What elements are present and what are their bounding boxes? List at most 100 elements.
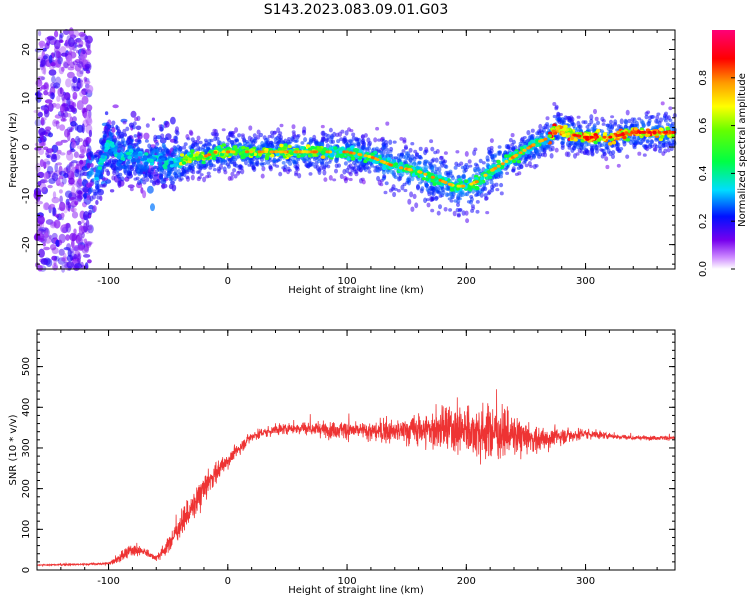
spectrogram-cell bbox=[449, 174, 454, 178]
spectrogram-cell bbox=[198, 164, 203, 169]
spectrogram-cell bbox=[50, 62, 56, 67]
spectrogram-hotspot bbox=[278, 150, 283, 154]
spectrogram-cell bbox=[109, 189, 115, 193]
spectrogram-cell bbox=[562, 127, 567, 132]
spectrogram-cell bbox=[41, 64, 46, 75]
spectrogram-hotspot bbox=[418, 170, 423, 174]
spectrogram-cell bbox=[77, 61, 84, 68]
spectrogram-cell bbox=[505, 151, 510, 155]
spectrogram-cell bbox=[531, 154, 536, 160]
spectrogram-cell bbox=[549, 153, 554, 159]
spectrogram-cell bbox=[351, 132, 356, 137]
spectrogram-cell bbox=[83, 238, 88, 244]
spectrogram-cell bbox=[59, 32, 64, 39]
spectrogram-cell bbox=[158, 161, 163, 168]
spectrogram-cell bbox=[45, 152, 52, 156]
spectrogram-cell bbox=[273, 137, 278, 142]
spectrogram-marks bbox=[33, 27, 677, 273]
spectrogram-cell bbox=[38, 30, 42, 37]
spectrogram-cell bbox=[385, 147, 390, 152]
spectrogram-cell bbox=[88, 209, 93, 215]
spectrogram-cell bbox=[37, 111, 43, 118]
spectrogram-hotspot bbox=[225, 150, 230, 154]
spectrogram-cell bbox=[508, 146, 513, 150]
spectrogram-cell bbox=[409, 162, 414, 166]
spectrogram-cell bbox=[88, 129, 92, 138]
spectrogram-cell bbox=[320, 124, 325, 129]
spectrogram-cell bbox=[122, 163, 127, 169]
spectrogram-hotspot bbox=[652, 130, 657, 134]
spectrogram-cell bbox=[275, 164, 280, 168]
spectrogram-cell bbox=[383, 190, 388, 195]
spectrogram-cell bbox=[247, 163, 252, 167]
x-tick-label: 200 bbox=[457, 576, 476, 587]
spectrogram-cell bbox=[145, 177, 150, 182]
spectrogram-cell bbox=[516, 159, 522, 164]
spectrogram-cell bbox=[460, 193, 465, 197]
spectrogram-cell bbox=[545, 145, 550, 150]
spectrogram-cell bbox=[452, 210, 457, 217]
spectrogram-cell bbox=[73, 86, 80, 92]
spectrogram-cell bbox=[101, 155, 106, 159]
spectrogram-cell bbox=[321, 130, 326, 137]
spectrogram-cell bbox=[135, 176, 140, 181]
spectrogram-cell bbox=[424, 182, 429, 188]
spectrogram-cell bbox=[139, 148, 144, 152]
spectrogram-cell bbox=[561, 133, 566, 138]
spectrogram-cell bbox=[78, 153, 85, 159]
spectrogram-cell bbox=[632, 146, 637, 150]
spectrogram-hotspot bbox=[447, 182, 452, 186]
spectrogram-cell bbox=[198, 154, 203, 159]
spectrogram-cell bbox=[545, 124, 550, 130]
spectrogram-cell bbox=[256, 134, 261, 140]
spectrogram-cell bbox=[317, 159, 322, 164]
spectrogram-cell bbox=[554, 147, 559, 153]
spectrogram-cell bbox=[191, 140, 196, 147]
spectrogram-cell bbox=[137, 139, 142, 144]
spectrogram-hotspot bbox=[430, 175, 435, 179]
spectrogram-cell bbox=[294, 144, 299, 149]
spectrogram-hotspot bbox=[269, 150, 274, 154]
spectrogram-cell bbox=[234, 163, 239, 168]
spectrogram-hotspot bbox=[325, 150, 330, 154]
spectrogram-cell bbox=[508, 138, 513, 143]
spectrogram-cell bbox=[38, 128, 46, 136]
spectrogram-cell bbox=[74, 168, 80, 178]
spectrogram-cell bbox=[61, 176, 67, 185]
spectrogram-cell bbox=[68, 27, 74, 37]
spectrogram-cell bbox=[415, 166, 420, 170]
spectrogram-cell bbox=[416, 184, 420, 191]
spectrogram-cell bbox=[109, 131, 114, 138]
spectrogram-cell bbox=[589, 114, 594, 121]
spectrogram-cell bbox=[63, 111, 69, 118]
spectrogram-cell bbox=[279, 143, 284, 148]
spectrogram-cell bbox=[89, 195, 94, 202]
spectrogram-hotspot bbox=[441, 180, 446, 183]
spectrogram-cell bbox=[511, 168, 516, 173]
spectrogram-cell bbox=[490, 153, 494, 157]
spectrogram-cell bbox=[435, 149, 440, 154]
spectrogram-cell bbox=[671, 143, 676, 147]
snr-x-axis-label: Height of straight line (km) bbox=[288, 585, 424, 596]
spectrogram-cell bbox=[58, 39, 64, 43]
spectrogram-cell bbox=[159, 175, 164, 180]
spectrogram-cell bbox=[561, 136, 566, 141]
spectrogram-cell bbox=[79, 70, 84, 75]
spectrogram-cell bbox=[198, 140, 203, 145]
spectrogram-cell bbox=[131, 162, 136, 168]
spectrogram-cell bbox=[170, 152, 175, 157]
spectrogram-cell bbox=[489, 180, 494, 185]
spectrogram-cell bbox=[637, 117, 642, 121]
spectrogram-cell bbox=[233, 145, 238, 149]
spectrogram-cell bbox=[422, 159, 427, 166]
spectrogram-cell bbox=[37, 75, 45, 81]
spectrogram-cell bbox=[51, 255, 58, 261]
spectrogram-hotspot bbox=[294, 150, 299, 154]
spectrogram-cell bbox=[465, 218, 470, 224]
spectrogram-cell bbox=[308, 172, 313, 176]
spectrogram-cell bbox=[130, 110, 137, 118]
spectrogram-cell bbox=[296, 154, 301, 159]
spectrogram-cell bbox=[66, 261, 74, 269]
spectrogram-cell bbox=[381, 138, 386, 144]
spectrogram-cell bbox=[446, 175, 451, 179]
